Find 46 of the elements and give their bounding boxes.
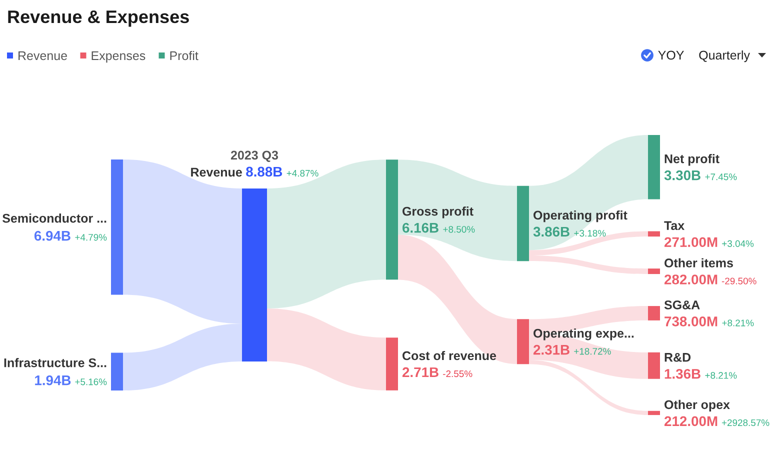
text: +4.87% <box>286 170 318 177</box>
data-label: 8.88B <box>246 166 282 177</box>
category-label: R&D <box>664 353 691 362</box>
text: +8.50% <box>443 226 475 233</box>
category-label: Operating expe... <box>534 328 634 340</box>
category-label: Semiconductor ... <box>2 214 106 223</box>
text: Revenue & Expenses <box>8 10 189 27</box>
data-label: 2.71B <box>402 367 438 378</box>
category-label: Other items <box>664 258 733 268</box>
category-label: Other opex <box>664 400 730 412</box>
category-label: Tax <box>664 221 685 230</box>
data-label: 271.00M <box>664 237 718 248</box>
text: YOY <box>658 50 684 60</box>
text: +4.79% <box>75 234 107 241</box>
category-label: SG&A <box>664 300 700 310</box>
data-label: 212.00M <box>664 416 718 426</box>
text: +7.45% <box>705 174 737 180</box>
text: Quarterly <box>699 50 750 62</box>
data-label: 2.31B <box>533 344 570 355</box>
text: -29.50% <box>722 278 756 284</box>
text: +5.16% <box>75 378 107 386</box>
legend-label: Revenue <box>18 51 67 60</box>
category-label: Operating profit <box>534 210 628 222</box>
legend-label: Expenses <box>92 51 146 63</box>
category-label: Cost of revenue <box>402 350 496 360</box>
legend-label: Profit <box>170 50 198 60</box>
data-label: 3.30B <box>664 170 700 180</box>
data-label: 738.00M <box>664 316 718 326</box>
data-label: 282.00M <box>664 274 718 284</box>
category-label: Revenue <box>191 168 242 177</box>
text: +8.21% <box>722 320 754 326</box>
text: 2023 Q3 <box>230 150 278 162</box>
data-label: 6.94B <box>34 230 70 241</box>
data-label: 1.94B <box>35 375 71 386</box>
data-label: 1.36B <box>664 368 700 379</box>
data-label: 3.86B <box>533 226 570 237</box>
text: +2928.57% <box>722 419 770 426</box>
text: +18.72% <box>574 348 611 355</box>
text: +8.21% <box>705 372 737 379</box>
category-label: Infrastructure S... <box>4 358 106 368</box>
category-label: Net profit <box>664 154 720 166</box>
data-label: 6.16B <box>402 222 438 233</box>
text: -2.55% <box>443 370 472 378</box>
text: +3.18% <box>574 230 606 237</box>
text: +3.04% <box>722 240 754 247</box>
category-label: Gross profit <box>402 206 474 218</box>
